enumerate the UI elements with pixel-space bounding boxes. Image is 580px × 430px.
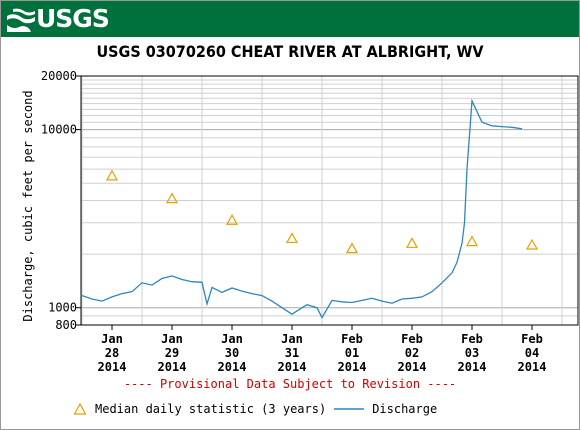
median-marker xyxy=(285,232,299,244)
x-tick-label-line: 01 xyxy=(345,346,359,360)
x-tick-label: Feb 02 2014 xyxy=(398,332,427,374)
x-tick-label-line: Jan xyxy=(101,332,123,346)
legend-item-discharge: Discharge xyxy=(334,402,437,416)
x-tick-label-line: Jan xyxy=(281,332,303,346)
x-tick-label-line: Feb xyxy=(401,332,423,346)
usgs-wave-icon xyxy=(7,8,35,32)
series-layer xyxy=(80,98,539,319)
x-tick-label: Feb 04 2014 xyxy=(518,332,547,374)
x-tick-label-line: 28 xyxy=(105,346,119,360)
y-axis-label: Discharge, cubic feet per second xyxy=(21,90,35,321)
x-tick-label-line: 2014 xyxy=(518,360,547,374)
usgs-logo[interactable]: USGS xyxy=(7,4,110,33)
median-marker xyxy=(165,192,179,204)
median-marker xyxy=(105,169,119,181)
usgs-logo-text: USGS xyxy=(36,4,110,33)
y-tick-label: 800 xyxy=(55,318,77,332)
chart-legend: Median daily statistic (3 years) Dischar… xyxy=(73,401,445,417)
x-tick-label-line: 2014 xyxy=(278,360,307,374)
x-tick-label-line: Jan xyxy=(221,332,243,346)
x-tick-label-line: 2014 xyxy=(98,360,127,374)
y-tick-label: 1000 xyxy=(48,301,77,315)
provisional-data-note: ---- Provisional Data Subject to Revisio… xyxy=(123,377,457,391)
x-tick-label: Jan 30 2014 xyxy=(218,332,247,374)
x-tick-label-line: 2014 xyxy=(398,360,427,374)
legend-item-median: Median daily statistic (3 years) xyxy=(73,402,326,416)
x-tick-label-line: Feb xyxy=(461,332,483,346)
x-tick-label-line: 29 xyxy=(165,346,179,360)
grid-lines xyxy=(81,76,578,325)
triangle-icon xyxy=(73,402,87,415)
x-tick-label: Feb 01 2014 xyxy=(338,332,367,374)
legend-label-median: Median daily statistic (3 years) xyxy=(95,402,327,416)
median-marker xyxy=(345,242,359,254)
x-tick-label-line: 2014 xyxy=(218,360,247,374)
y-tick-label: 20000 xyxy=(41,69,77,83)
x-tick-label-line: 03 xyxy=(465,346,479,360)
x-tick-label: Jan 28 2014 xyxy=(98,332,127,374)
usgs-banner: USGS xyxy=(1,1,579,37)
x-tick-label: Jan 29 2014 xyxy=(158,332,187,374)
y-axis-ticks: 800 1000 10000 20000 xyxy=(41,69,81,332)
x-tick-label-line: Feb xyxy=(341,332,363,346)
chart-title: USGS 03070260 CHEAT RIVER AT ALBRIGHT, W… xyxy=(96,42,484,61)
median-marker xyxy=(405,237,419,248)
x-tick-label-line: 04 xyxy=(525,346,539,360)
x-tick-label: Feb 03 2014 xyxy=(458,332,487,374)
x-tick-label-line: Feb xyxy=(521,332,543,346)
x-tick-label-line: 31 xyxy=(285,346,299,360)
discharge-line xyxy=(80,98,523,319)
median-marker xyxy=(225,213,239,225)
legend-label-discharge: Discharge xyxy=(372,402,438,416)
plot-border xyxy=(80,75,579,326)
x-tick-label-line: 2014 xyxy=(458,360,487,374)
y-tick-label: 10000 xyxy=(41,123,77,137)
x-tick-label-line: Jan xyxy=(161,332,183,346)
median-marker xyxy=(465,235,479,247)
line-swatch-icon xyxy=(334,408,365,410)
x-tick-label-line: 2014 xyxy=(338,360,367,374)
x-tick-label-line: 30 xyxy=(225,346,239,360)
x-tick-label-line: 02 xyxy=(405,346,419,360)
median-marker xyxy=(525,238,539,250)
x-tick-label-line: 2014 xyxy=(158,360,187,374)
x-tick-label: Jan 31 2014 xyxy=(278,332,307,374)
